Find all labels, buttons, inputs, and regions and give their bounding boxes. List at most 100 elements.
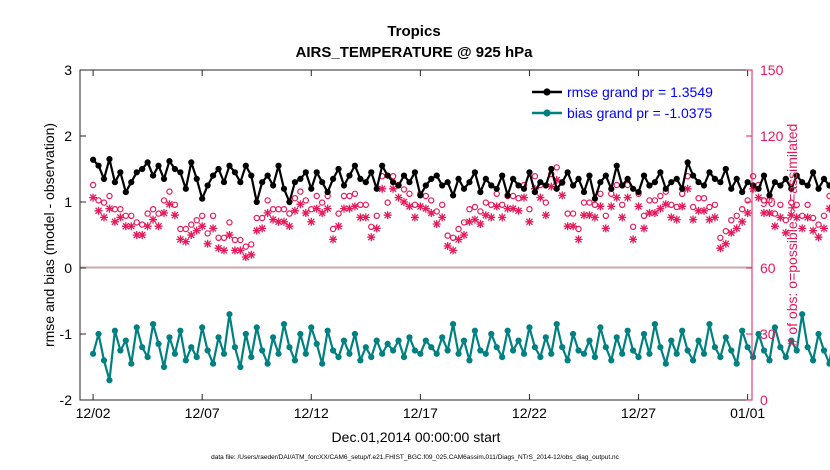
- series-point: [275, 350, 282, 357]
- possible-point: [428, 197, 435, 204]
- possible-point: [591, 201, 599, 208]
- possible-point: [477, 208, 484, 215]
- series-point: [766, 357, 773, 364]
- series-point: [291, 179, 299, 186]
- series-point: [444, 347, 451, 354]
- assimilated-point: [629, 235, 638, 244]
- series-point: [809, 357, 817, 364]
- series-point: [689, 357, 697, 364]
- series-point: [766, 192, 773, 199]
- assimilated-point: [241, 253, 250, 261]
- possible-point: [182, 225, 190, 233]
- possible-point: [138, 221, 146, 228]
- x-tick-label: 01/01: [730, 405, 765, 421]
- y-left-tick-label: -2: [60, 392, 73, 408]
- assimilated-point: [536, 193, 545, 202]
- possible-point: [95, 197, 102, 204]
- assimilated-point: [378, 184, 387, 193]
- series-point: [711, 344, 719, 351]
- possible-point: [149, 205, 157, 213]
- assimilated-point: [443, 242, 452, 250]
- assimilated-point: [176, 235, 185, 244]
- series-point: [657, 344, 664, 351]
- x-tick-label: 12/27: [621, 405, 656, 421]
- series-point: [559, 179, 566, 186]
- series-point: [395, 337, 402, 344]
- series-point: [117, 169, 124, 176]
- assimilated-point: [487, 213, 496, 222]
- possible-point: [89, 181, 97, 189]
- x-axis: 12/02 12/07 12/12 12/17 12/22 12/27 01/01: [76, 70, 765, 421]
- series-point: [673, 350, 680, 357]
- possible-point: [711, 201, 719, 208]
- possible-point: [798, 212, 806, 219]
- series-point: [215, 334, 222, 341]
- possible-point: [302, 197, 310, 204]
- series-point: [379, 162, 386, 169]
- series-point: [635, 354, 642, 361]
- series-point: [673, 175, 680, 182]
- series-point: [619, 182, 626, 189]
- possible-point: [264, 197, 271, 204]
- assimilated-point: [427, 209, 436, 217]
- y-right-tick-label: 0: [760, 392, 768, 408]
- assimilated-point: [432, 220, 441, 228]
- assimilated-point: [809, 226, 818, 235]
- possible-point: [209, 212, 217, 219]
- possible-point: [531, 172, 539, 180]
- assimilated-point: [356, 213, 365, 222]
- assimilated-point: [716, 244, 725, 253]
- assimilated-point: [596, 202, 605, 211]
- possible-point: [248, 241, 255, 248]
- legend-rmse-label: rmse grand pr = 1.3549: [567, 84, 713, 100]
- series-point: [548, 165, 555, 173]
- assimilated-point: [465, 217, 474, 226]
- possible-point: [444, 232, 451, 239]
- series-point: [820, 175, 828, 182]
- series-point: [335, 165, 342, 173]
- series-point: [433, 172, 440, 179]
- series-point: [411, 347, 419, 354]
- y-left-tick-label: 2: [64, 128, 72, 144]
- assimilated-point: [160, 209, 168, 217]
- series-point: [749, 182, 757, 189]
- series-point: [139, 165, 146, 173]
- series-point: [793, 172, 800, 179]
- assimilated-point: [149, 215, 158, 224]
- series-point: [155, 340, 162, 347]
- assimilated-point: [280, 217, 288, 226]
- series-point: [384, 172, 391, 179]
- assimilated-point: [820, 224, 828, 233]
- series-point: [684, 347, 691, 354]
- series-point: [226, 162, 233, 169]
- assimilated-point: [236, 246, 245, 255]
- series-point: [340, 182, 348, 189]
- assimilated-point: [187, 231, 196, 239]
- assimilated-point: [787, 211, 796, 220]
- series-point: [782, 354, 789, 361]
- assimilated-point: [105, 204, 114, 213]
- series-point: [280, 321, 288, 328]
- possible-point: [346, 192, 353, 200]
- series-point: [286, 344, 293, 351]
- series-point: [286, 198, 293, 206]
- assimilated-point: [127, 222, 136, 231]
- series-point: [439, 334, 446, 341]
- series-point: [575, 347, 582, 354]
- series-point: [809, 169, 817, 176]
- series-point: [220, 179, 228, 186]
- series-point: [122, 189, 129, 196]
- series-point: [509, 347, 517, 354]
- series-point: [106, 156, 113, 163]
- series-point: [706, 321, 713, 328]
- series-point: [275, 162, 282, 169]
- series-point: [166, 334, 173, 341]
- series-point: [777, 182, 784, 189]
- series-point: [826, 182, 830, 189]
- series-point: [242, 162, 249, 169]
- assimilated-point: [143, 222, 152, 231]
- y-right-axis: 0 30 60 90 120 150: [746, 62, 784, 408]
- assimilated-point: [623, 193, 632, 202]
- assimilated-point: [296, 200, 305, 209]
- series-point: [133, 169, 140, 176]
